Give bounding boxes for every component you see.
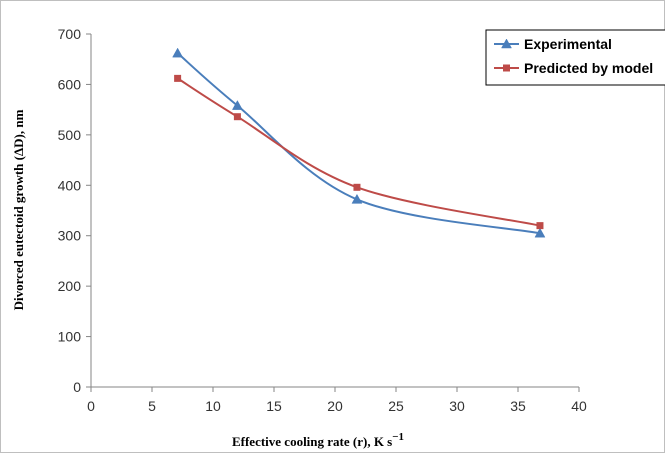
legend: Experimental Predicted by model [485,29,665,86]
series-1 [172,47,546,238]
x-tick-label: 40 [571,398,587,414]
x-tick-label: 5 [148,398,156,414]
axes [86,33,580,392]
legend-swatch-marker [503,64,510,72]
legend-label: Predicted by model [524,60,653,76]
legend-item: Predicted by model [494,60,653,76]
x-tick-label: 20 [327,398,343,414]
y-tick-label: 300 [58,228,82,244]
data-point [534,227,546,238]
x-tick-label: 0 [87,398,95,414]
data-point [351,193,363,204]
x-tick-label: 10 [205,398,221,414]
legend-item: Experimental [494,36,612,52]
series-line [176,52,541,235]
y-tick-label: 700 [58,26,82,42]
legend-box [485,29,665,86]
series-layer [172,47,546,238]
x-axis-title-superscript: −1 [392,431,404,443]
data-point [536,222,544,230]
data-point [353,183,361,191]
data-point [233,113,241,121]
x-tick-label: 35 [510,398,526,414]
y-tick-label: 200 [58,278,82,294]
y-tick-label: 400 [58,177,82,193]
legend-swatch-marker [501,38,512,49]
x-tick-label: 30 [449,398,465,414]
x-tick-label: 15 [266,398,282,414]
data-point [231,100,243,110]
series-line [177,77,541,227]
data-point [172,47,184,58]
y-tick-label: 100 [58,329,82,345]
y-tick-label: 0 [73,379,81,395]
x-tick-labels: 0 5 10 15 20 25 30 35 40 [87,398,587,414]
legend-label: Experimental [524,36,612,52]
y-tick-labels: 0 100 200 300 400 500 600 700 [58,26,82,395]
data-point [174,74,182,82]
x-axis-title: Effective cooling rate (r), K s−1 [232,431,404,449]
series-2 [174,74,544,230]
y-tick-label: 500 [58,127,82,143]
y-tick-label: 600 [58,76,82,92]
x-tick-label: 25 [388,398,404,414]
y-axis-title: Divorced eutectoid growth (ΔD), nm [11,109,26,310]
